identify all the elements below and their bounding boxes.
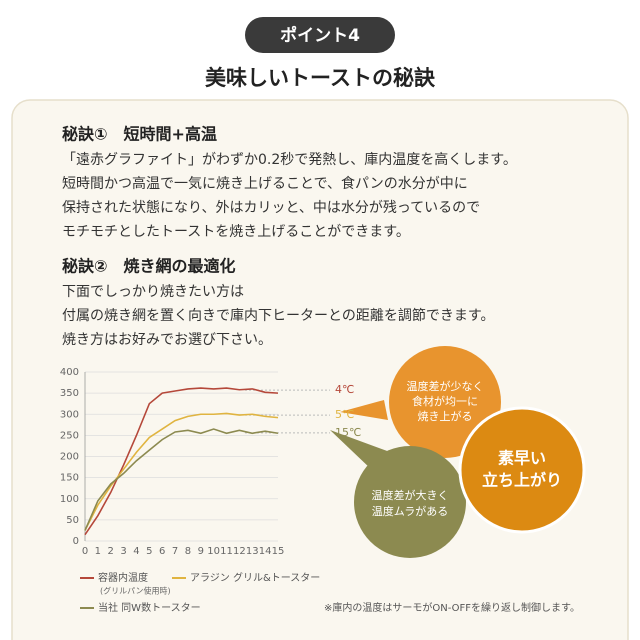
legend-sub: (グリルパン使用時) [100,586,171,596]
y-tick-label: 100 [60,494,79,505]
x-tick-label: 10 [207,546,220,557]
section-line: 短時間かつ高温で一気に焼き上げることで、食パンの水分が中に [62,175,468,192]
bubble-bad [354,446,466,558]
y-tick-label: 250 [60,430,79,441]
y-tick-label: 50 [66,515,79,526]
title: 美味しいトーストの秘訣 [205,66,436,90]
y-tick-label: 200 [60,452,79,463]
section-line: 下面でしっかり焼きたい方は [62,284,244,300]
x-tick-label: 8 [185,546,191,557]
section-heading: 秘訣① 短時間+高温 [62,125,217,144]
legend-label: アラジン グリル&トースター [190,571,320,584]
y-tick-label: 150 [60,473,79,484]
bubble-text: 立ち上がり [482,471,562,490]
y-tick-label: 400 [60,367,79,378]
x-tick-label: 15 [272,546,285,557]
y-tick-label: 300 [60,409,79,420]
section-line: 「遠赤グラファイト」がわずか0.2秒で発熱し、庫内温度を高くします。 [62,151,517,168]
x-tick-label: 7 [172,546,178,557]
bubble-text: 素早い [498,449,546,468]
section-line: 付属の焼き網を置く向きで庫内下ヒーターとの距離を調節できます。 [62,307,494,324]
badge [245,17,395,53]
legend-label: 容器内温度 [98,571,148,584]
x-tick-label: 13 [246,546,259,557]
bubble-text: 食材が均一に [412,394,478,408]
reference-label: 15℃ [335,426,361,439]
chart-note: ※庫内の温度はサーモがON-OFFを繰り返し制御します。 [324,601,580,614]
x-tick-label: 3 [120,546,126,557]
x-tick-label: 11 [220,546,233,557]
x-tick-label: 5 [146,546,152,557]
legend-label: 当社 同W数トースター [98,601,201,614]
bubble-text: 焼き上がる [418,409,473,423]
series-line [84,428,279,531]
bubble-tail [340,400,388,420]
reference-label: 5℃ [335,408,354,421]
x-tick-label: 1 [95,546,101,557]
x-tick-label: 6 [159,546,165,557]
section-line: 焼き方はお好みでお選び下さい。 [62,332,272,348]
bubble-text: 温度差が大きく [372,488,449,502]
badge-text: ポイント4 [280,25,360,46]
y-tick-label: 350 [60,388,79,399]
bubble-fast [458,406,586,534]
reference-label: 4℃ [335,383,354,396]
x-tick-label: 12 [233,546,246,557]
section-heading: 秘訣② 焼き網の最適化 [62,257,236,276]
x-tick-label: 0 [82,546,88,557]
x-tick-label: 9 [198,546,204,557]
bubble-text: 温度ムラがある [372,504,448,518]
x-tick-label: 2 [108,546,114,557]
y-tick-label: 0 [73,536,79,547]
x-tick-label: 4 [133,546,139,557]
section-line: モチモチとしたトーストを焼き上げることができます。 [62,224,410,240]
bubble-text: 温度差が少なく [407,379,484,393]
section-line: 保持された状態になり、外はカリッと、中は水分が残っているので [62,200,480,216]
x-tick-label: 14 [259,546,272,557]
series-line [84,412,279,531]
